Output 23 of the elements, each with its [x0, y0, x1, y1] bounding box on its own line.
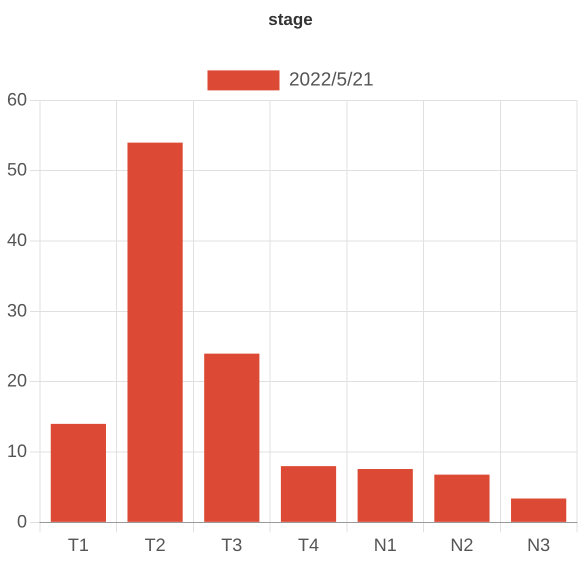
- x-tick-label: T3: [221, 535, 242, 556]
- bar: [280, 466, 336, 522]
- bar: [358, 468, 413, 522]
- y-tick-label: 50: [6, 160, 28, 180]
- legend-label: 2022/5/21: [288, 70, 374, 91]
- x-tick-label: N2: [450, 535, 474, 556]
- x-tick-label: N1: [374, 535, 397, 556]
- bar: [434, 474, 490, 522]
- y-tick-label: 30: [6, 300, 28, 320]
- x-tick-label: T2: [144, 535, 166, 556]
- y-tick-label: 0: [17, 511, 28, 532]
- y-tick-label: 10: [6, 441, 28, 462]
- bar: [511, 498, 566, 522]
- y-tick-label: 60: [6, 89, 28, 110]
- y-tick-label: 40: [6, 230, 28, 250]
- y-tick-label: 20: [6, 370, 28, 391]
- chart-title: stage: [268, 10, 313, 29]
- bar: [50, 424, 106, 522]
- x-tick-label: T4: [298, 535, 320, 556]
- x-tick-label: N3: [527, 535, 550, 556]
- bar: [204, 354, 260, 522]
- x-tick-label: T1: [68, 535, 89, 556]
- bar: [127, 142, 183, 522]
